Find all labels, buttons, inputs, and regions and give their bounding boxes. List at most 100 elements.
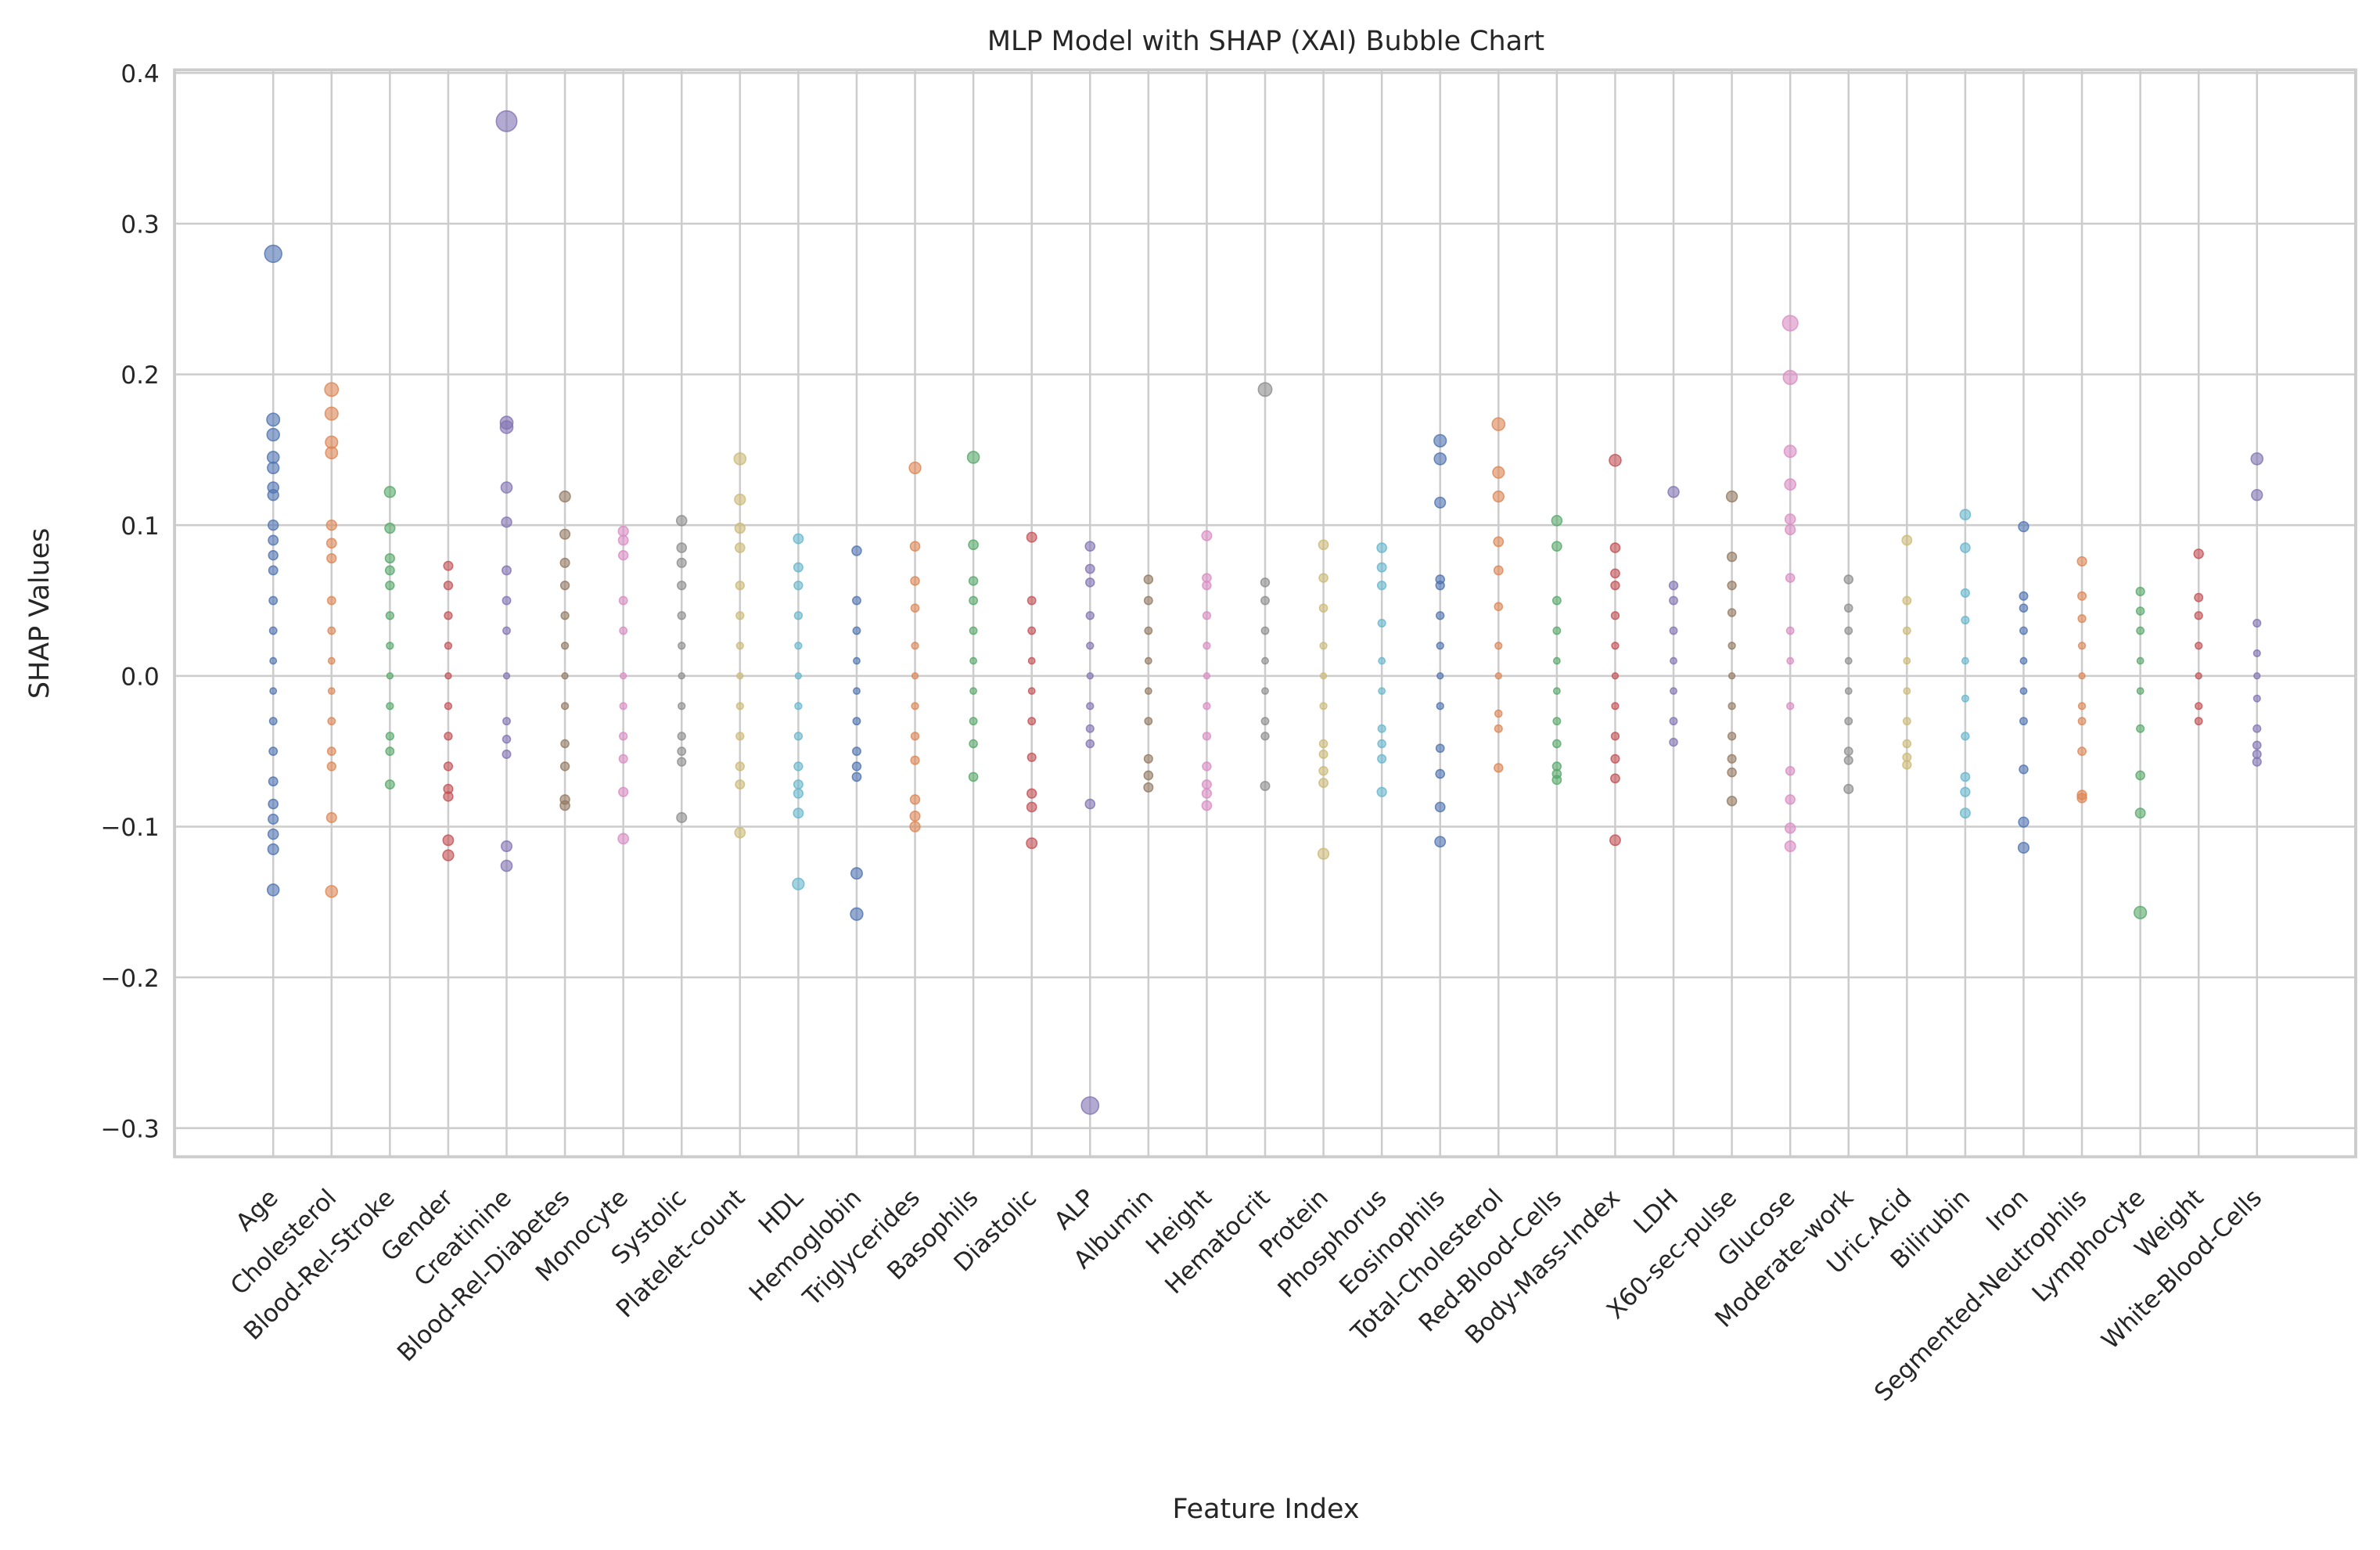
bubble xyxy=(1085,611,1095,620)
bubble xyxy=(1318,778,1329,789)
bubble xyxy=(559,490,571,503)
bubble xyxy=(1901,534,1913,546)
bubble xyxy=(444,642,453,650)
bubble xyxy=(2136,626,2145,635)
bubble xyxy=(560,611,570,620)
bubble xyxy=(2076,556,2087,566)
bubble xyxy=(327,717,336,726)
bubble xyxy=(794,702,803,710)
bubble xyxy=(1260,780,1271,791)
bubble xyxy=(1026,788,1037,799)
bubble xyxy=(1261,687,1269,696)
bubble xyxy=(1085,724,1095,733)
bubble xyxy=(968,539,979,551)
bubble xyxy=(851,771,862,782)
bubble xyxy=(1610,611,1620,620)
bubble xyxy=(909,811,921,822)
bubble xyxy=(1260,717,1270,726)
bubble xyxy=(850,867,863,880)
bubble xyxy=(444,672,452,680)
bubble xyxy=(266,412,281,427)
bubble xyxy=(734,826,746,839)
bubble xyxy=(500,481,513,494)
bubble xyxy=(794,642,803,650)
bubble xyxy=(1726,551,1738,563)
bubble xyxy=(2253,672,2261,680)
bubble xyxy=(1318,765,1328,776)
bubble xyxy=(910,755,920,765)
bubble xyxy=(1725,490,1738,503)
bubble xyxy=(968,576,979,586)
bubble xyxy=(1376,581,1387,591)
bubble xyxy=(266,451,280,464)
bubble xyxy=(1843,746,1853,757)
bubble xyxy=(1084,541,1096,552)
bubble xyxy=(1610,568,1620,579)
bubble xyxy=(1552,739,1562,749)
bubble xyxy=(1201,530,1213,541)
bubble xyxy=(500,859,513,872)
bubble xyxy=(1084,798,1096,810)
bubble xyxy=(1143,595,1153,606)
bubble xyxy=(1203,672,1211,680)
bubble xyxy=(1318,539,1329,551)
y-tick-label: 0.4 xyxy=(120,60,159,88)
bubble xyxy=(1611,642,1620,650)
bubble xyxy=(1786,656,1795,665)
bubble xyxy=(264,244,282,264)
bubble xyxy=(1903,656,1911,665)
bubble xyxy=(1492,466,1505,479)
bubble xyxy=(327,626,336,635)
bubble xyxy=(1961,656,1969,665)
bubble xyxy=(1494,724,1503,733)
bubble xyxy=(677,611,686,620)
bubble xyxy=(1376,786,1387,797)
bubble xyxy=(677,746,687,757)
bubble xyxy=(2194,611,2203,620)
bubble xyxy=(1319,702,1328,710)
y-tick-label: −0.3 xyxy=(100,1115,159,1143)
bubble xyxy=(2019,717,2028,726)
bubble xyxy=(1611,702,1620,710)
bubble xyxy=(1843,783,1854,794)
bubble xyxy=(384,552,395,564)
bubble xyxy=(2018,816,2029,828)
bubble xyxy=(1260,732,1270,741)
bubble xyxy=(1843,603,1853,613)
bubble xyxy=(1434,496,1447,509)
bubble xyxy=(969,626,978,635)
bubble xyxy=(559,528,571,540)
bubble xyxy=(735,611,745,620)
bubble xyxy=(619,626,628,635)
bubble xyxy=(1318,739,1328,749)
bubble xyxy=(1668,581,1679,591)
bubble xyxy=(909,794,921,805)
bubble xyxy=(676,811,688,823)
bubble xyxy=(267,488,279,502)
bubble xyxy=(853,656,861,665)
bubble xyxy=(1143,574,1154,584)
bubble xyxy=(617,525,629,537)
bubble xyxy=(911,672,919,680)
bubble xyxy=(1844,626,1853,635)
bubble xyxy=(1552,656,1561,665)
y-tick-label: 0.2 xyxy=(120,361,159,390)
bubble xyxy=(2135,606,2145,616)
y-tick-label: 0.1 xyxy=(120,512,159,541)
bubble xyxy=(1376,562,1387,573)
bubble xyxy=(386,672,394,680)
bubble xyxy=(2134,905,2148,919)
bubble xyxy=(2077,642,2087,650)
bubble xyxy=(1144,656,1152,665)
y-tick-label: −0.2 xyxy=(100,965,159,993)
bubble xyxy=(1785,765,1796,776)
bubble xyxy=(1494,672,1502,680)
bubble xyxy=(677,757,687,767)
bubble xyxy=(1960,786,1971,797)
bubble xyxy=(1609,542,1621,553)
bubble xyxy=(386,642,394,650)
bubble xyxy=(1144,717,1153,726)
bubble xyxy=(1202,732,1212,741)
bubble xyxy=(2019,687,2028,696)
